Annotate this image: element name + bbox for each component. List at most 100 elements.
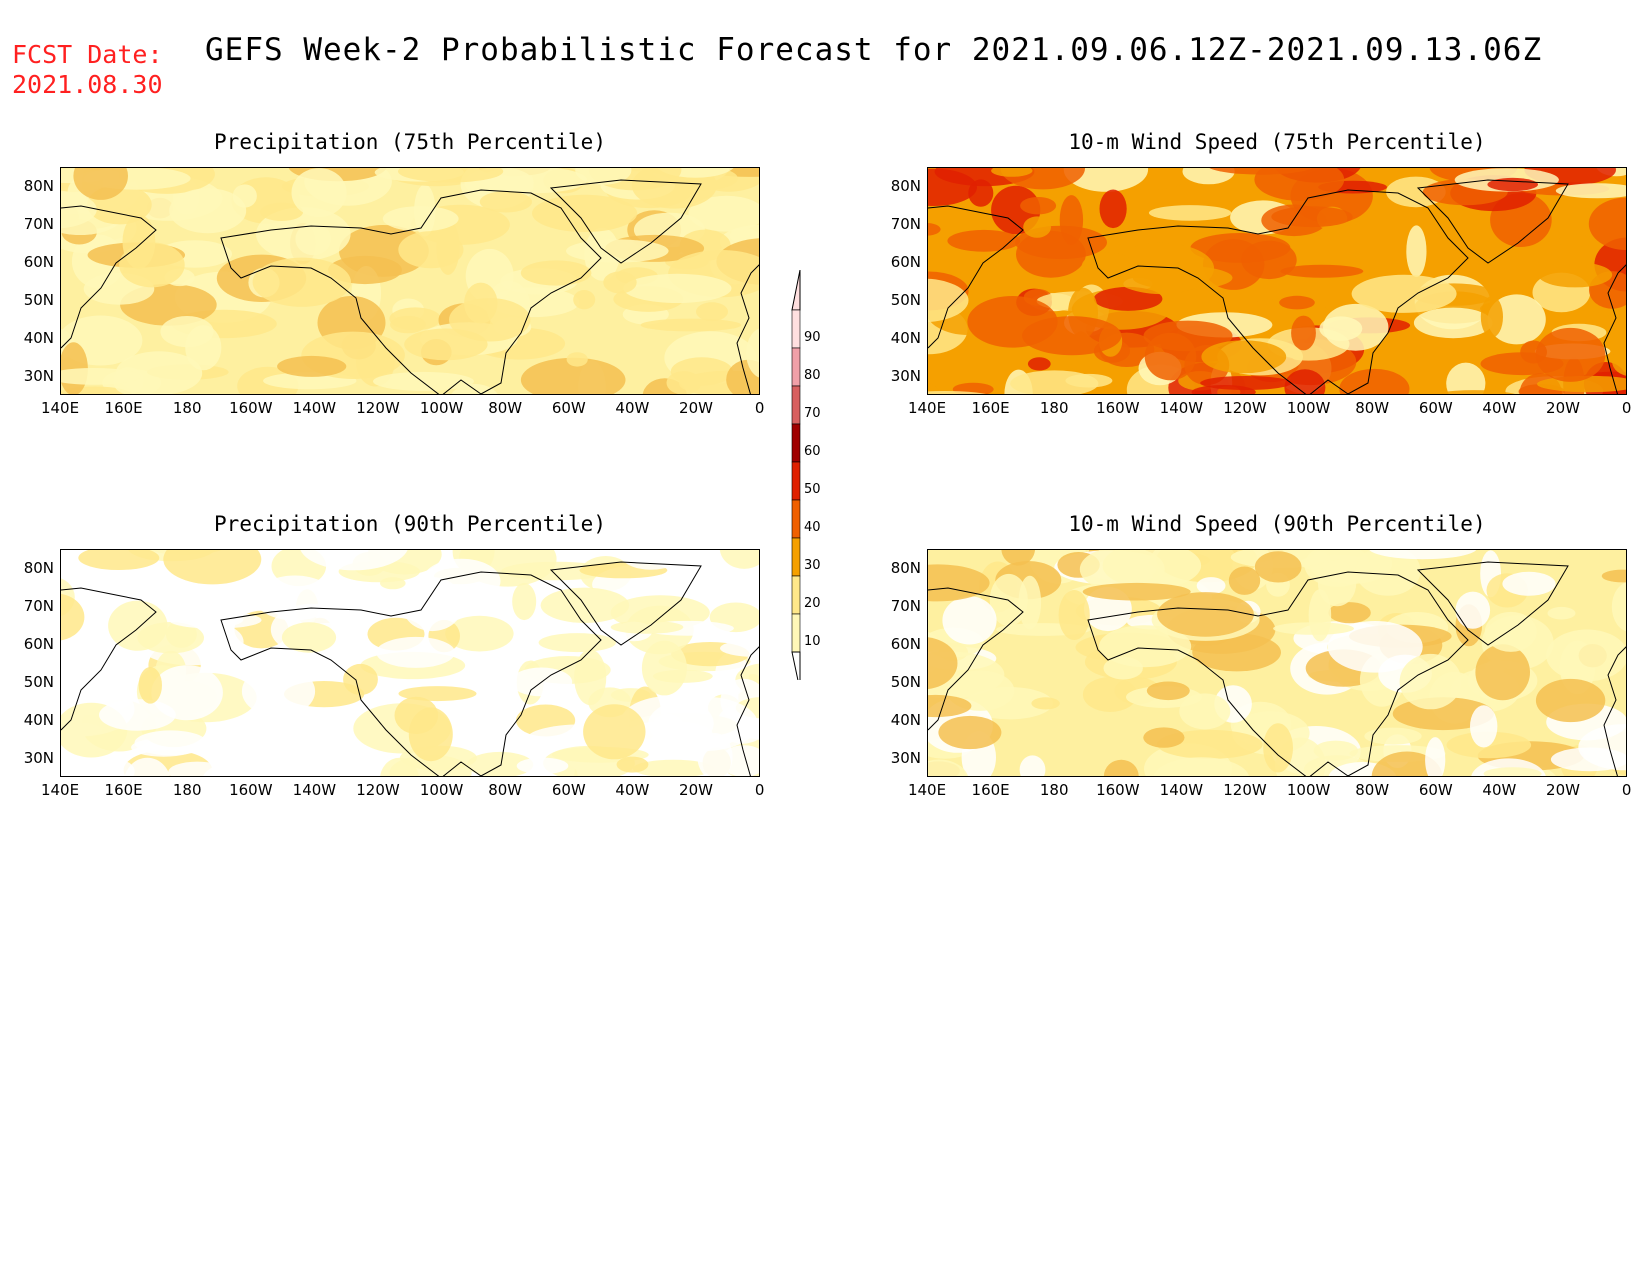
probability-contour bbox=[1470, 705, 1498, 748]
legend-top-arrow bbox=[791, 269, 801, 311]
coastline bbox=[549, 179, 702, 264]
lat-label: 80N bbox=[23, 177, 54, 195]
lon-label: 140W bbox=[292, 781, 337, 799]
lat-label: 80N bbox=[890, 177, 921, 195]
probability-contour bbox=[1279, 295, 1315, 310]
lat-label: 30N bbox=[890, 367, 921, 385]
lon-label: 20W bbox=[1546, 399, 1580, 417]
main-title: GEFS Week-2 Probabilistic Forecast for 2… bbox=[205, 32, 1543, 68]
probability-contour bbox=[449, 298, 531, 342]
legend-level: 70 bbox=[804, 406, 821, 421]
lon-label: 100W bbox=[1286, 399, 1331, 417]
lat-label: 50N bbox=[23, 291, 54, 309]
probability-contour bbox=[115, 351, 203, 394]
probability-contour bbox=[696, 302, 728, 322]
probability-contour bbox=[1144, 332, 1197, 381]
lon-label: 140W bbox=[1159, 781, 1204, 799]
coastline bbox=[220, 571, 602, 776]
probability-contour bbox=[566, 239, 669, 263]
lat-label: 70N bbox=[23, 597, 54, 615]
probability-contour bbox=[1059, 195, 1084, 245]
probability-contour bbox=[928, 759, 969, 776]
probability-contour bbox=[1535, 678, 1606, 723]
lon-label: 20W bbox=[1546, 781, 1580, 799]
lon-label: 0 bbox=[1621, 399, 1632, 417]
probability-contour bbox=[928, 278, 969, 323]
probability-contour bbox=[376, 636, 456, 668]
probability-contour bbox=[168, 761, 227, 776]
legend-level: 90 bbox=[804, 330, 821, 345]
probability-contour bbox=[520, 357, 626, 394]
lon-label: 0 bbox=[754, 399, 765, 417]
lon-label: 60W bbox=[551, 399, 586, 417]
probability-contour bbox=[61, 593, 85, 641]
probability-contour bbox=[1611, 582, 1626, 632]
probability-contour bbox=[1484, 611, 1537, 652]
probability-contour bbox=[295, 222, 331, 256]
probability-contour bbox=[1475, 644, 1530, 701]
probability-contour bbox=[1547, 606, 1576, 620]
coastline bbox=[736, 646, 759, 776]
probability-contour bbox=[566, 352, 588, 367]
probability-contour bbox=[73, 168, 128, 200]
legend-level: 10 bbox=[804, 634, 821, 649]
probability-contour bbox=[1148, 205, 1232, 221]
probability-contour bbox=[928, 391, 987, 394]
lon-label: 0 bbox=[1621, 781, 1632, 799]
lat-label: 30N bbox=[890, 749, 921, 767]
lat-label: 50N bbox=[23, 673, 54, 691]
lon-label: 140W bbox=[292, 399, 337, 417]
probability-contour bbox=[1399, 653, 1462, 710]
probability-contour bbox=[1328, 602, 1371, 624]
probability-contour bbox=[928, 694, 972, 718]
lon-label: 160W bbox=[229, 781, 273, 799]
probability-contour bbox=[928, 222, 941, 236]
lat-label: 80N bbox=[23, 559, 54, 577]
lat-label: 60N bbox=[890, 253, 921, 271]
map-area bbox=[60, 549, 760, 777]
lat-label: 40N bbox=[890, 711, 921, 729]
probability-contour bbox=[61, 673, 125, 703]
probability-contour bbox=[603, 271, 637, 294]
legend-bottom-arrow bbox=[791, 651, 801, 691]
lat-label: 60N bbox=[23, 253, 54, 271]
probability-contour bbox=[398, 686, 477, 702]
probability-contour bbox=[1001, 550, 1036, 566]
probability-contour bbox=[1254, 168, 1345, 201]
probability-contour bbox=[928, 168, 977, 206]
probability-contour bbox=[1555, 183, 1626, 199]
lon-label: 40W bbox=[615, 781, 650, 799]
lat-label: 50N bbox=[890, 673, 921, 691]
lon-label: 160E bbox=[971, 399, 1010, 417]
probability-contour bbox=[1081, 252, 1135, 280]
probability-contour bbox=[466, 751, 534, 776]
lon-label: 120W bbox=[1223, 781, 1267, 799]
probability-contour bbox=[1364, 727, 1422, 745]
coastline bbox=[928, 205, 1024, 349]
coastline bbox=[1416, 179, 1569, 264]
probability-contour bbox=[947, 229, 1021, 252]
probability-contour bbox=[260, 202, 304, 221]
map-area bbox=[927, 167, 1627, 395]
probability-contour bbox=[640, 318, 742, 332]
probability-contour bbox=[373, 371, 474, 391]
lon-label: 180 bbox=[1039, 781, 1069, 799]
color-legend: 10 20 30 40 50 60 70 80 90 bbox=[790, 269, 880, 691]
probability-contour bbox=[1371, 751, 1443, 776]
probability-contour bbox=[1143, 727, 1185, 748]
probability-contour bbox=[1263, 723, 1293, 773]
probability-contour bbox=[583, 704, 646, 760]
probability-contour bbox=[1355, 550, 1421, 596]
probability-contour bbox=[398, 168, 504, 183]
legend-swatch bbox=[791, 347, 801, 387]
legend-swatch bbox=[791, 385, 801, 425]
probability-contour bbox=[1019, 755, 1046, 776]
lon-label: 100W bbox=[1286, 781, 1331, 799]
probability-contour bbox=[1103, 759, 1139, 776]
probability-contour bbox=[532, 194, 638, 232]
probability-contour bbox=[380, 757, 419, 776]
probability-contour bbox=[479, 191, 532, 213]
legend-level: 60 bbox=[804, 444, 821, 459]
lat-label: 50N bbox=[890, 291, 921, 309]
probability-contour bbox=[625, 720, 713, 749]
